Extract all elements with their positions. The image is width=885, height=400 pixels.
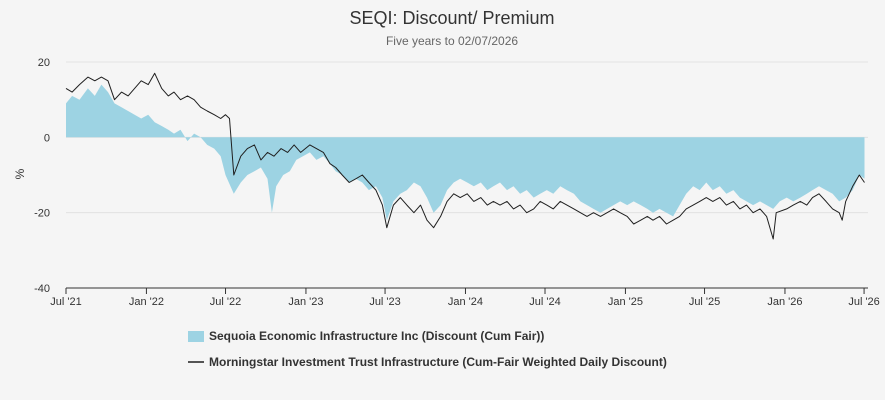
legend-item-sequoia[interactable]: Sequoia Economic Infrastructure Inc (Dis… [188, 329, 544, 343]
legend-label-morningstar: Morningstar Investment Trust Infrastruct… [209, 355, 667, 369]
x-tick-label: Jan '24 [448, 296, 483, 308]
x-tick-label: Jan '22 [129, 296, 164, 308]
x-tick-label: Jan '26 [767, 296, 802, 308]
y-axis-label: % [13, 168, 27, 179]
y-tick-label: 0 [44, 132, 50, 144]
series-line-morningstar [65, 72, 865, 240]
x-axis: Jul '21 Jan '22 Jul '22 Jan '23 Jul '23 Jan '… [50, 287, 880, 308]
chart-subtitle: Five years to 02/07/2026 [386, 34, 518, 48]
y-tick-label: -20 [34, 208, 50, 220]
x-tick-label: Jan '23 [288, 296, 323, 308]
legend-item-morningstar[interactable]: Morningstar Investment Trust Infrastruct… [188, 355, 667, 369]
y-axis: 20 0 -20 -40 [34, 57, 50, 295]
legend-swatch-sequoia [188, 331, 204, 342]
series-area-sequoia [66, 84, 865, 221]
chart-title: SEQI: Discount/ Premium [349, 8, 554, 28]
y-tick-label: 20 [38, 57, 50, 69]
x-tick-label: Jul '26 [848, 296, 879, 308]
legend-label-sequoia: Sequoia Economic Infrastructure Inc (Dis… [209, 329, 544, 343]
x-tick-label: Jul '25 [689, 296, 720, 308]
legend: Sequoia Economic Infrastructure Inc (Dis… [188, 329, 667, 369]
plot-area [65, 72, 865, 240]
x-tick-label: Jul '24 [529, 296, 560, 308]
x-tick-label: Jan '25 [608, 296, 643, 308]
x-tick-label: Jul '22 [210, 296, 241, 308]
x-tick-label: Jul '23 [369, 296, 400, 308]
y-tick-label: -40 [34, 283, 50, 295]
x-tick-label: Jul '21 [50, 296, 81, 308]
